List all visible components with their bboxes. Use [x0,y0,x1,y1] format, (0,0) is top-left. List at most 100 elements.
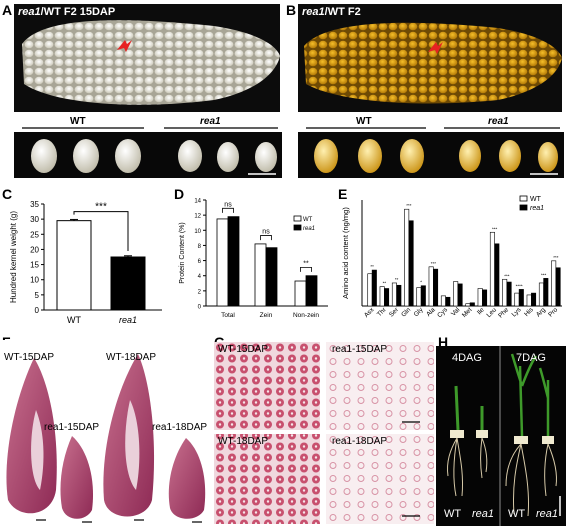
panel-h-bottom-rea1-1: rea1 [472,508,495,520]
significance-label: *** [504,273,510,278]
legend-label-wt: WT [303,217,313,223]
bar-wt [428,266,434,307]
x-tick-label: Ala [425,306,437,318]
bar-wt [440,295,446,307]
panel-letter-c: C [2,186,13,202]
x-tick-label: Ile [476,306,486,316]
significance-label: **** [516,283,523,288]
significance-label: ** [303,260,309,267]
bar-rea1 [543,278,549,307]
arrow-icon [428,42,443,54]
chart-d-protein-content: 0 2 4 6 8 10 12 14 Protein Content (%) ns Total ns Z… [179,199,328,319]
panel-f-label-4: rea1-18DAP [152,422,208,433]
significance-bracket [73,211,129,251]
legend-swatch-wt [519,195,528,202]
panel-letter-h: H [438,334,449,350]
significance-bracket [260,235,272,241]
y-axis-label: Amino acid content (ng/mg) [341,207,350,299]
y-tick-label: 0 [198,305,202,311]
panel-b-rea1-label: rea1 [488,116,509,127]
y-tick-label: 15 [30,261,39,270]
panel-h-seedlings-photo: 4DAG 7DAG WT rea1 WT rea1 [436,346,566,526]
significance-bracket [222,207,234,213]
bar [56,220,92,311]
significance-label: *** [95,202,107,213]
significance-label: * [420,280,422,285]
bar-wt [379,286,385,307]
y-tick-label: 5 [35,291,40,300]
bar-wt [404,208,410,307]
panel-f-label-1: WT-15DAP [4,352,55,363]
y-axis-label: Hundred kernel weight (g) [9,211,18,303]
x-tick-label: Total [221,312,235,319]
panel-letter-b: B [286,2,297,18]
bar-rea1 [506,281,512,307]
bar-wt [453,281,459,307]
bar-rea1 [408,220,414,307]
bar-rea1 [555,267,561,307]
x-tick-label: Asx [363,306,376,319]
x-tick-label: Cys [436,306,449,319]
panel-a-title: rea1/WT F2 15DAP [18,6,116,18]
x-tick-label: WT [67,315,81,325]
chart-e-amino-acid-content: Amino acid content (ng/mg) ** Asx ** Thr ** Se… [341,195,562,320]
bar-wt [294,280,307,307]
significance-label: *** [431,261,437,266]
x-tick-label: Non-zein [293,312,319,319]
bar-rea1 [305,275,318,307]
arrow-icon [117,40,132,52]
x-tick-label: Zein [260,312,273,319]
bar-rea1 [265,247,278,307]
tissue-micrograph-image [214,342,434,524]
bar-wt [514,292,520,307]
seedlings-image [447,346,561,526]
bar-wt [477,288,483,307]
panel-g-micrographs: WT-15DAP rea1-15DAP WT-18DAP rea1-18DAP [214,342,434,524]
bar-rea1 [433,268,439,307]
bar-wt [465,303,471,307]
legend-swatch-rea1 [519,204,528,211]
significance-label: *** [541,272,547,277]
panel-f-sections-image: WT-15DAP rea1-15DAP WT-18DAP rea1-18DAP [0,340,210,526]
bar-wt [216,218,229,307]
panel-g-label-2: rea1-15DAP [332,344,388,355]
x-tick-label: rea1 [119,315,137,325]
corn-ear-yellow-image [304,22,562,104]
bar-rea1 [531,292,537,307]
panel-f-label-3: WT-18DAP [106,352,157,363]
x-tick-label: Thr [376,306,388,318]
white-kernels-image [31,139,277,175]
bar-rea1 [420,285,426,307]
significance-label: ** [383,281,387,286]
panel-b-kernels-photo [298,132,564,178]
x-tick-label: Pro [547,306,559,318]
y-tick-label: 25 [30,230,39,239]
panel-g-label-3: WT-18DAP [218,436,269,447]
panel-a-kernels-photo [14,132,282,178]
x-tick-label: Phe [497,306,510,319]
panel-b-title: rea1/WT F2 [302,6,361,18]
panel-a-rea1-label: rea1 [200,116,221,127]
bar-rea1 [384,288,390,307]
seed-section-image [6,354,206,523]
bar-wt [489,231,495,307]
bar-rea1 [457,283,463,307]
y-tick-label: 30 [30,215,39,224]
y-tick-label: 35 [30,200,39,209]
y-tick-label: 8 [198,244,202,250]
panel-letter-d: D [174,186,185,202]
bar-wt [526,294,532,307]
significance-label: ** [370,264,374,269]
bar-rea1 [396,284,402,307]
panel-letter-a: A [2,2,13,18]
panel-a-group-lines [22,127,278,129]
y-axis-label: Protein Content (%) [179,222,186,283]
bar-rea1 [482,289,488,307]
bar-wt [416,287,422,307]
bar-wt [551,260,557,307]
panel-g-label-4: rea1-18DAP [332,436,388,447]
panel-h-bottom-wt-2: WT [508,508,526,520]
panel-h-label-7dag: 7DAG [516,352,546,364]
legend-swatch-wt [293,215,302,222]
panel-a-ear-photo: rea1/WT F2 15DAP [14,4,280,112]
